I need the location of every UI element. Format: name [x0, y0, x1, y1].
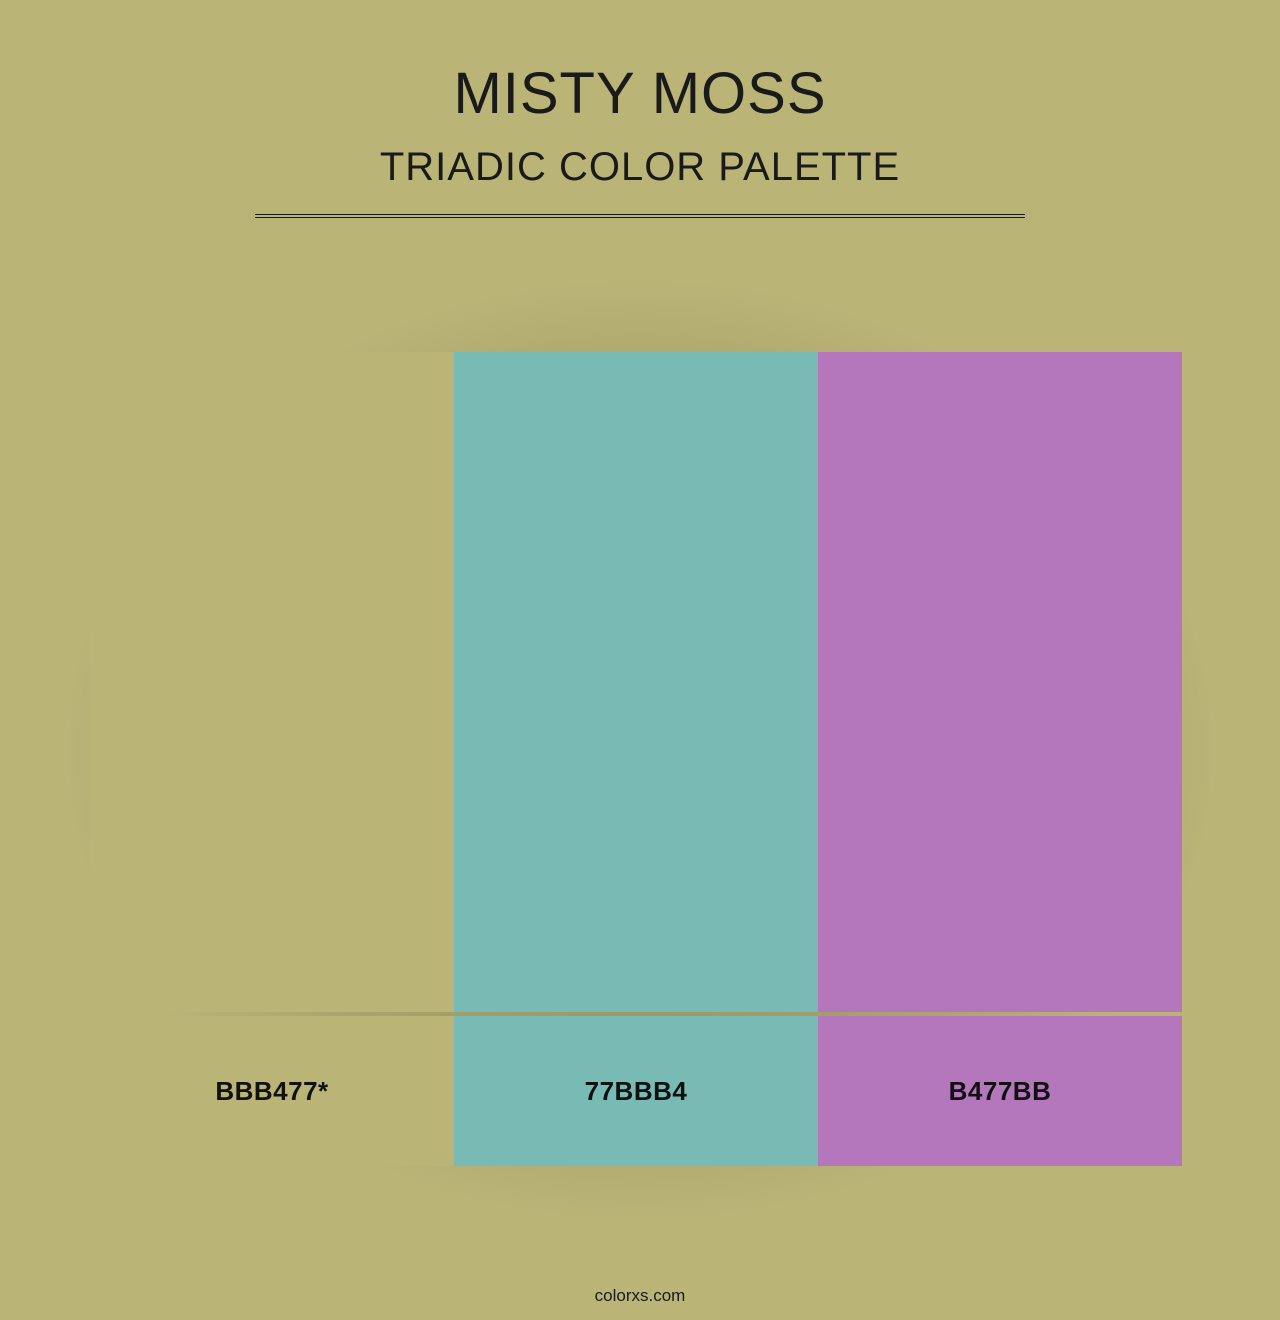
- swatch-1: [90, 352, 454, 1012]
- page-title: MISTY MOSS: [0, 60, 1280, 127]
- swatch-2: [454, 352, 818, 1012]
- page-background: MISTY MOSS TRIADIC COLOR PALETTE BBB477*…: [0, 0, 1280, 1320]
- swatch-label-2: 77BBB4: [585, 1076, 688, 1107]
- page-subtitle: TRIADIC COLOR PALETTE: [0, 145, 1280, 190]
- color-palette: BBB477* 77BBB4 B477BB: [90, 352, 1182, 1166]
- swatch-label-3: B477BB: [949, 1076, 1052, 1107]
- label-row: BBB477* 77BBB4 B477BB: [90, 1016, 1182, 1166]
- label-cell-2: 77BBB4: [454, 1016, 818, 1166]
- footer-credit: colorxs.com: [0, 1286, 1280, 1306]
- swatch-3: [818, 352, 1182, 1012]
- label-cell-3: B477BB: [818, 1016, 1182, 1166]
- swatch-row: [90, 352, 1182, 1012]
- swatch-label-1: BBB477*: [215, 1076, 328, 1107]
- header-divider: [255, 214, 1025, 218]
- header: MISTY MOSS TRIADIC COLOR PALETTE: [0, 0, 1280, 218]
- label-cell-1: BBB477*: [90, 1016, 454, 1166]
